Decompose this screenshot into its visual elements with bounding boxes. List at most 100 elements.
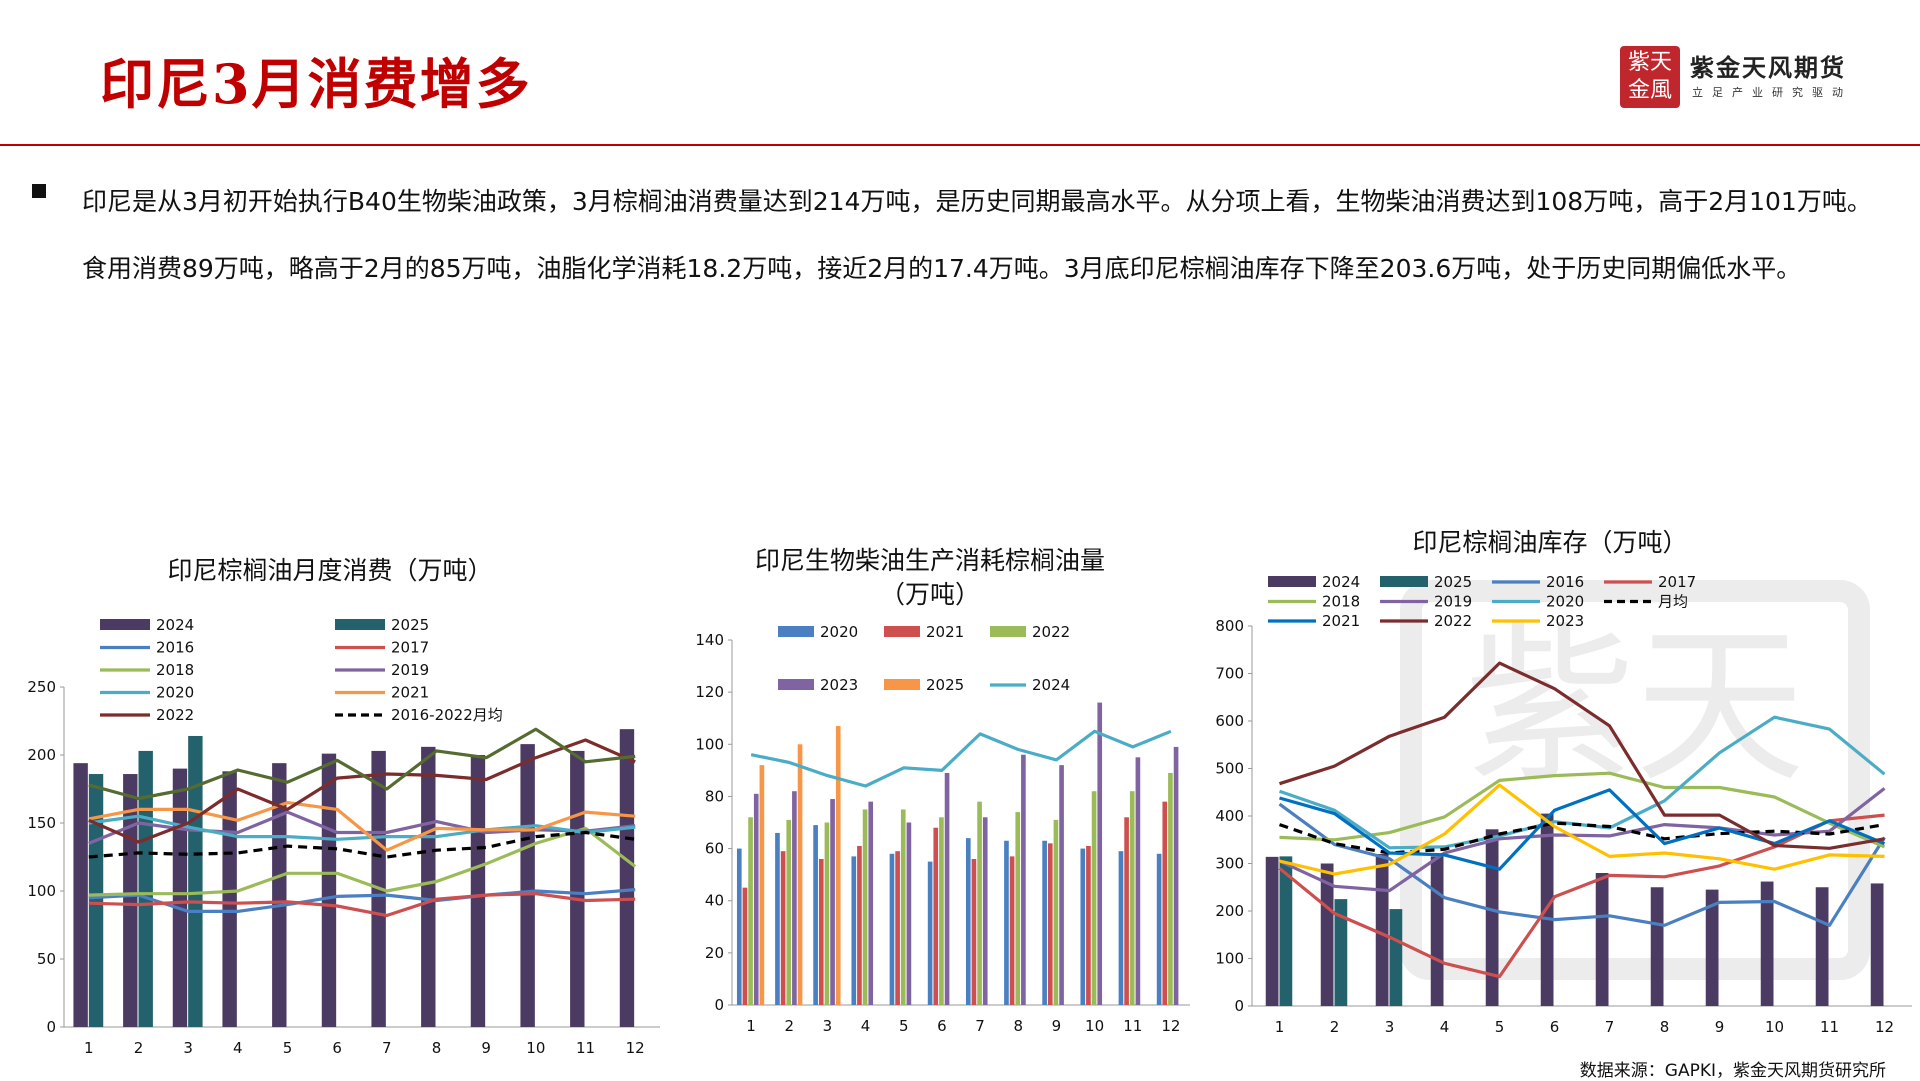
- bar-2022: [900, 809, 906, 1005]
- line-2021: [1279, 788, 1886, 871]
- x-tick-label: 11: [576, 1039, 595, 1057]
- x-tick-label: 2: [1330, 1018, 1340, 1036]
- legend-label: 2022: [156, 706, 194, 724]
- bar-2023: [944, 772, 950, 1005]
- bar-2025: [1334, 899, 1348, 1006]
- bar-2021: [857, 845, 862, 1005]
- legend-label: 2024: [1032, 676, 1070, 694]
- y-tick-label: 140: [695, 631, 724, 649]
- bar-2022: [1129, 791, 1135, 1005]
- legend-label: 2020: [156, 684, 194, 702]
- y-tick-label: 0: [46, 1018, 56, 1036]
- x-tick-label: 8: [432, 1039, 442, 1057]
- line-2023: [1279, 783, 1885, 876]
- bar-2020: [813, 825, 818, 1005]
- legend-key: [990, 626, 1026, 637]
- bar-2024: [1595, 873, 1609, 1006]
- bar-2022: [939, 817, 944, 1005]
- bar-2021: [1162, 801, 1168, 1005]
- bar-2022: [1015, 812, 1021, 1005]
- bar-2024: [1870, 883, 1884, 1006]
- x-tick-label: 1: [746, 1017, 756, 1035]
- y-tick-label: 40: [705, 892, 724, 910]
- x-tick-label: 9: [1052, 1017, 1062, 1035]
- bar-2024: [1760, 881, 1774, 1006]
- line-月均: [1278, 821, 1885, 855]
- y-tick-label: 300: [1215, 855, 1244, 873]
- y-tick-label: 120: [695, 683, 724, 701]
- legend-label: 2021: [1322, 612, 1360, 630]
- line-2022: [1279, 661, 1885, 850]
- x-tick-label: 4: [861, 1017, 871, 1035]
- y-tick-label: 600: [1215, 712, 1244, 730]
- line-2019: [88, 810, 636, 845]
- bar-2021: [933, 827, 939, 1005]
- y-tick-label: 20: [705, 944, 724, 962]
- title-divider: [0, 144, 1920, 146]
- legend-label: 2017: [1658, 573, 1696, 591]
- bar-2020: [1004, 840, 1009, 1005]
- legend-label: 2018: [156, 661, 194, 679]
- bar-2024: [570, 750, 585, 1027]
- y-tick-label: 800: [1215, 617, 1244, 635]
- line-2019: [1278, 787, 1886, 893]
- bar-2023: [753, 793, 759, 1005]
- bar-2020: [775, 832, 780, 1005]
- bar-2023: [792, 791, 797, 1005]
- y-tick-label: 0: [1234, 997, 1244, 1015]
- x-tick-label: 1: [84, 1039, 94, 1057]
- y-tick-label: 100: [27, 882, 56, 900]
- chart-consumption: 印尼棕榈油月度消费（万吨） 0 50 100 150 200 250 1 2 3 4 5 6 7 8 9 10…: [0, 550, 660, 1070]
- bar-2023: [1059, 765, 1064, 1005]
- chart-title: 印尼棕榈油库存（万吨）: [1412, 528, 1688, 557]
- bar-2020: [927, 861, 933, 1005]
- source-note: 数据来源：GAPKI，紫金天风期货研究所: [1579, 1061, 1886, 1081]
- y-tick-label: 150: [27, 814, 56, 832]
- bar-2025: [759, 765, 765, 1005]
- legend-label: 2022: [1032, 623, 1070, 641]
- x-tick-label: 10: [1765, 1018, 1784, 1036]
- bar-2024: [421, 746, 436, 1027]
- bar-2024: [172, 768, 188, 1027]
- legend-label: 2020: [1546, 593, 1584, 611]
- x-tick-label: 6: [332, 1039, 342, 1057]
- line-2021: [88, 801, 636, 852]
- legend-label: 2018: [1322, 593, 1360, 611]
- y-tick-label: 250: [27, 678, 56, 696]
- bar-2021: [971, 859, 977, 1005]
- company-logo: 紫天 金風 紫金天风期货 立足产业研究驱动: [1620, 46, 1870, 108]
- legend-key: [778, 626, 814, 637]
- bar-2023: [1097, 702, 1103, 1005]
- x-tick-label: 4: [233, 1039, 243, 1057]
- chart-biodiesel: 印尼生物柴油生产消耗棕榈油量 （万吨） 0 20 40 60 80 100 120 140 1 2…: [660, 540, 1200, 1070]
- legend-label: 2016: [1546, 573, 1584, 591]
- legend-key: [100, 619, 150, 630]
- x-tick-label: 2: [134, 1039, 144, 1057]
- bar-2022: [1168, 772, 1173, 1005]
- y-tick-label: 80: [705, 787, 724, 805]
- logo-seal-icon: 紫天 金風: [1620, 46, 1680, 108]
- legend-label: 2020: [820, 623, 858, 641]
- logo-name: 紫金天风期货: [1690, 54, 1846, 82]
- x-tick-label: 12: [1875, 1018, 1894, 1036]
- legend-label: 2024: [156, 616, 194, 634]
- y-tick-label: 200: [1215, 902, 1244, 920]
- legend-label: 2016-2022月均: [391, 706, 503, 724]
- legend-label: 2024: [1322, 573, 1360, 591]
- bar-2020: [1080, 848, 1086, 1005]
- bar-2021: [895, 851, 900, 1005]
- x-tick-label: 12: [626, 1039, 645, 1057]
- legend-label: 2019: [391, 661, 429, 679]
- bar-2021: [1086, 845, 1091, 1005]
- bar-2024: [222, 771, 237, 1027]
- bar-2022: [786, 819, 792, 1005]
- legend-key: [884, 679, 920, 690]
- legend-key: [1380, 576, 1428, 587]
- bar-2025: [835, 726, 841, 1005]
- bar-2022: [977, 801, 982, 1005]
- page-title: 印尼3月消费增多: [100, 52, 532, 116]
- x-tick-label: 5: [283, 1039, 293, 1057]
- legend-label: 2025: [1434, 573, 1472, 591]
